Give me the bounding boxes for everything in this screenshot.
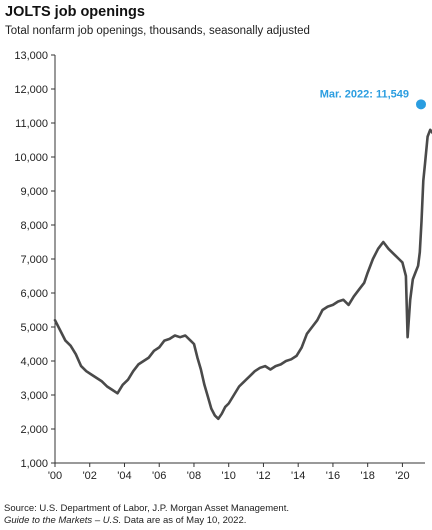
y-tick-label: 12,000	[14, 84, 48, 96]
y-tick-label: 5,000	[20, 322, 48, 334]
y-tick-label: 9,000	[20, 186, 48, 198]
source-note: Source: U.S. Department of Labor, J.P. M…	[4, 503, 289, 527]
y-tick-label: 1,000	[20, 458, 48, 470]
y-tick-label: 7,000	[20, 254, 48, 266]
y-tick-label: 10,000	[14, 152, 48, 164]
data-date: Data are as of May 10, 2022.	[121, 515, 247, 526]
x-tick-label: '12	[256, 470, 270, 482]
x-tick-label: '04	[117, 470, 131, 482]
source-line: Source: U.S. Department of Labor, J.P. M…	[4, 503, 289, 514]
x-tick-label: '16	[326, 470, 340, 482]
chart-title: JOLTS job openings	[5, 4, 145, 20]
highlight-point	[416, 99, 426, 110]
x-tick-label: '10	[222, 470, 236, 482]
y-tick-label: 6,000	[20, 288, 48, 300]
y-tick-label: 8,000	[20, 220, 48, 232]
x-tick-label: '14	[291, 470, 305, 482]
annotation-label: Mar. 2022: 11,549	[320, 88, 409, 100]
y-tick-label: 4,000	[20, 356, 48, 368]
x-tick-label: '18	[361, 470, 375, 482]
line-chart: 1,000 2,000 3,000 4,000 5,000 6,000 7,000 8,000…	[14, 50, 432, 482]
chart-subtitle: Total nonfarm job openings, thousands, s…	[5, 25, 310, 37]
y-tick-label: 11,000	[15, 118, 48, 130]
series-line	[53, 128, 432, 421]
x-tick-label: '06	[152, 470, 166, 482]
y-tick-label: 3,000	[20, 390, 48, 402]
x-tick-label: '02	[83, 470, 97, 482]
y-tick-label: 2,000	[20, 424, 48, 436]
guide-title: Guide to the Markets – U.S.	[4, 515, 122, 526]
x-tick-label: '20	[395, 470, 409, 482]
y-tick-label: 13,000	[14, 50, 48, 62]
x-tick-label: '00	[48, 470, 62, 482]
x-tick-label: '08	[187, 470, 201, 482]
data-date-line: Guide to the Markets – U.S. Data are as …	[4, 515, 289, 527]
